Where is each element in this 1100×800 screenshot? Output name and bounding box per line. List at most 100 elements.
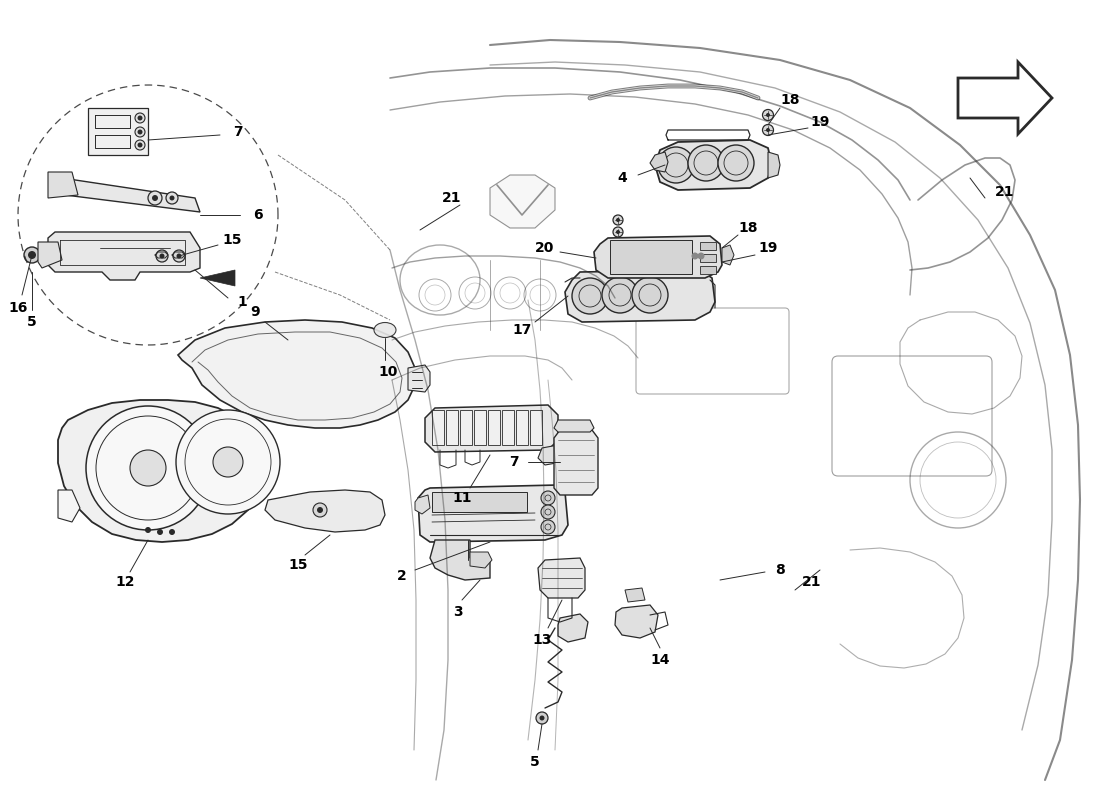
Circle shape [616, 230, 620, 234]
Circle shape [148, 191, 162, 205]
Polygon shape [490, 175, 556, 228]
Circle shape [152, 195, 158, 201]
Text: 6: 6 [253, 208, 263, 222]
Bar [700, 254, 716, 262]
Circle shape [697, 253, 704, 259]
Polygon shape [470, 552, 492, 568]
Text: 19: 19 [758, 241, 778, 255]
Circle shape [176, 254, 182, 258]
Text: 21: 21 [802, 575, 822, 589]
Polygon shape [554, 420, 594, 432]
Circle shape [213, 447, 243, 477]
Polygon shape [48, 172, 78, 198]
Text: 4: 4 [617, 171, 627, 185]
Circle shape [541, 505, 556, 519]
Text: 20: 20 [536, 241, 554, 255]
Text: 7: 7 [233, 125, 243, 139]
Polygon shape [425, 405, 558, 452]
Polygon shape [62, 178, 200, 212]
Polygon shape [594, 236, 722, 278]
Polygon shape [430, 540, 490, 580]
Circle shape [156, 250, 168, 262]
Text: 18: 18 [780, 93, 800, 107]
Bar [432, 492, 527, 512]
Polygon shape [488, 410, 501, 445]
Circle shape [572, 278, 608, 314]
Polygon shape [58, 400, 262, 542]
Polygon shape [958, 62, 1052, 134]
Circle shape [766, 113, 770, 117]
Polygon shape [565, 270, 715, 322]
Circle shape [613, 215, 623, 225]
Circle shape [541, 520, 556, 534]
Polygon shape [432, 410, 444, 445]
Circle shape [602, 277, 638, 313]
Text: 13: 13 [532, 633, 552, 647]
Text: 5: 5 [530, 755, 540, 769]
Circle shape [541, 491, 556, 505]
Text: 11: 11 [452, 491, 472, 505]
Circle shape [176, 410, 280, 514]
Text: 7: 7 [509, 455, 519, 469]
Polygon shape [88, 108, 148, 155]
Circle shape [169, 529, 175, 535]
Circle shape [138, 115, 143, 121]
Polygon shape [654, 140, 772, 190]
Polygon shape [58, 490, 80, 522]
Bar [700, 242, 716, 250]
Circle shape [317, 507, 323, 513]
Circle shape [166, 192, 178, 204]
Text: 5: 5 [28, 315, 37, 329]
Ellipse shape [374, 322, 396, 338]
Circle shape [616, 218, 620, 222]
Text: 21: 21 [442, 191, 462, 205]
Circle shape [658, 147, 694, 183]
Polygon shape [538, 558, 585, 598]
Circle shape [135, 127, 145, 137]
Polygon shape [39, 242, 62, 268]
Text: 19: 19 [811, 115, 829, 129]
Circle shape [762, 125, 773, 135]
Polygon shape [502, 410, 514, 445]
Polygon shape [178, 320, 415, 428]
Text: 14: 14 [650, 653, 670, 667]
Text: 18: 18 [738, 221, 758, 235]
Circle shape [135, 113, 145, 123]
Polygon shape [516, 410, 528, 445]
Polygon shape [200, 270, 235, 286]
Circle shape [536, 712, 548, 724]
Polygon shape [650, 152, 668, 172]
Polygon shape [415, 495, 430, 514]
Polygon shape [474, 410, 486, 445]
Polygon shape [408, 365, 430, 392]
Polygon shape [768, 152, 780, 178]
Polygon shape [48, 232, 200, 280]
Text: 12: 12 [116, 575, 134, 589]
Circle shape [613, 227, 623, 237]
Text: 9: 9 [250, 305, 260, 319]
Text: 15: 15 [288, 558, 308, 572]
Circle shape [766, 128, 770, 132]
Circle shape [145, 527, 151, 533]
Text: 8: 8 [776, 563, 785, 577]
Circle shape [169, 195, 175, 201]
Polygon shape [625, 588, 645, 602]
Circle shape [138, 130, 143, 134]
Circle shape [688, 145, 724, 181]
Circle shape [86, 406, 210, 530]
Polygon shape [446, 410, 458, 445]
Bar [610, 240, 692, 274]
Circle shape [130, 450, 166, 486]
Polygon shape [418, 485, 568, 542]
Circle shape [28, 251, 36, 259]
Circle shape [539, 715, 544, 721]
Circle shape [632, 277, 668, 313]
Bar [700, 266, 716, 274]
Polygon shape [558, 614, 589, 642]
Text: 2: 2 [397, 569, 407, 583]
Polygon shape [460, 410, 472, 445]
Text: 15: 15 [222, 233, 242, 247]
Circle shape [157, 529, 163, 535]
Text: 16: 16 [9, 301, 28, 315]
Polygon shape [530, 410, 542, 445]
